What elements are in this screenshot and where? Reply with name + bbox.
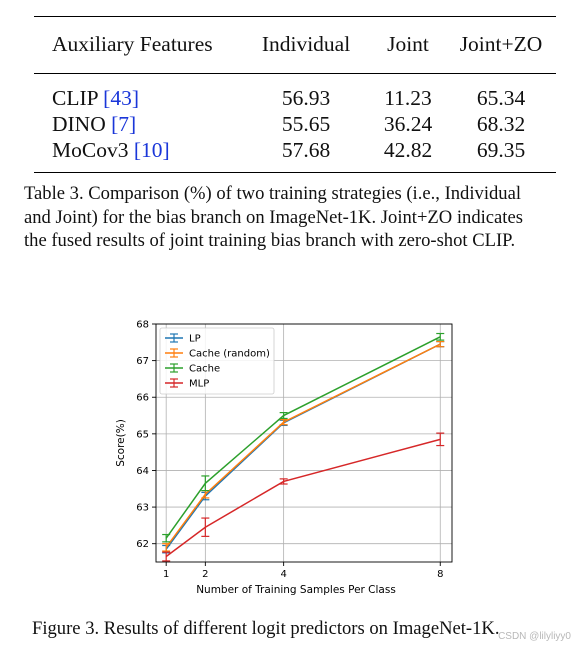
legend-box (159, 327, 275, 395)
legend-label: LP (189, 334, 201, 345)
cell-joint: 36.24 (383, 112, 433, 137)
cell-joint: 11.23 (384, 86, 432, 111)
y-tick-label: 64 (136, 466, 149, 477)
row-label: CLIP [43] (34, 88, 242, 110)
citation-link[interactable]: [43] (103, 86, 139, 111)
cell-individual: 57.68 (281, 138, 331, 163)
table-top-rule (34, 16, 556, 17)
cell-joint-zo: 69.35 (476, 138, 526, 163)
results-table: Auxiliary Features Individual Joint Join… (34, 16, 556, 173)
series-line (165, 438, 441, 558)
feature-name: CLIP (52, 86, 104, 111)
watermark: CSDN @lilyliyy0 (498, 631, 571, 642)
feature-name: DINO (52, 112, 112, 137)
y-tick-label: 68 (136, 320, 149, 331)
x-tick-label: 2 (202, 569, 208, 580)
cell-individual: 55.65 (281, 112, 331, 137)
y-tick-label: 62 (136, 539, 149, 550)
series-line (165, 336, 441, 539)
header-joint-zo: Joint+ZO (459, 32, 543, 57)
cell-joint-zo: 68.32 (476, 112, 526, 137)
row-label: DINO [7] (34, 114, 242, 136)
y-tick-label: 65 (136, 429, 149, 440)
citation-link[interactable]: [10] (133, 138, 170, 163)
table-caption-line: the fused results of joint training bias… (24, 230, 516, 251)
cell-joint: 42.82 (383, 138, 433, 163)
x-tick-label: 8 (437, 569, 443, 580)
table-caption-line: Table 3. Comparison (%) of two training … (24, 183, 521, 204)
table-header-row: Auxiliary Features Individual Joint Join… (34, 17, 556, 73)
x-tick-label: 4 (280, 569, 286, 580)
figure-caption: Figure 3. Results of different logit pre… (32, 618, 500, 639)
header-joint: Joint (387, 32, 429, 57)
series-line (165, 343, 441, 548)
cell-individual: 56.93 (281, 86, 331, 111)
cell-joint-zo: 65.34 (476, 86, 526, 111)
y-axis-label: Score(%) (115, 419, 127, 467)
x-axis-label: Number of Training Samples Per Class (196, 584, 396, 596)
y-tick-label: 66 (136, 393, 149, 404)
table-caption: Table 3. Comparison (%) of two training … (24, 182, 554, 253)
plot-frame (155, 323, 453, 563)
y-tick-label: 67 (136, 356, 149, 367)
legend-label: Cache (189, 364, 220, 375)
legend-label: MLP (189, 379, 209, 390)
table-mid-rule (34, 73, 556, 74)
table-row: CLIP [43] 56.93 11.23 65.34 (34, 86, 556, 112)
legend-label: Cache (random) (189, 349, 270, 360)
citation-link[interactable]: [7] (111, 112, 137, 137)
table-caption-line: and Joint) for the bias branch on ImageN… (24, 206, 523, 228)
header-individual: Individual (261, 32, 351, 57)
row-label: MoCov3 [10] (34, 140, 242, 162)
x-tick-label: 1 (163, 569, 169, 580)
table-bottom-rule (34, 172, 556, 173)
table-row: DINO [7] 55.65 36.24 68.32 (34, 112, 556, 138)
table-row: MoCov3 [10] 57.68 42.82 69.35 (34, 138, 556, 164)
y-tick-label: 63 (136, 503, 149, 514)
chart-svg: 1 2 4 8 62 63 64 65 66 67 68 Number of Training Sam… (115, 320, 453, 596)
header-auxiliary-features: Auxiliary Features (52, 32, 213, 57)
line-chart: 1 2 4 8 62 63 64 65 66 67 68 Number of Training Sam… (100, 316, 470, 598)
feature-name: MoCov3 (52, 138, 134, 163)
